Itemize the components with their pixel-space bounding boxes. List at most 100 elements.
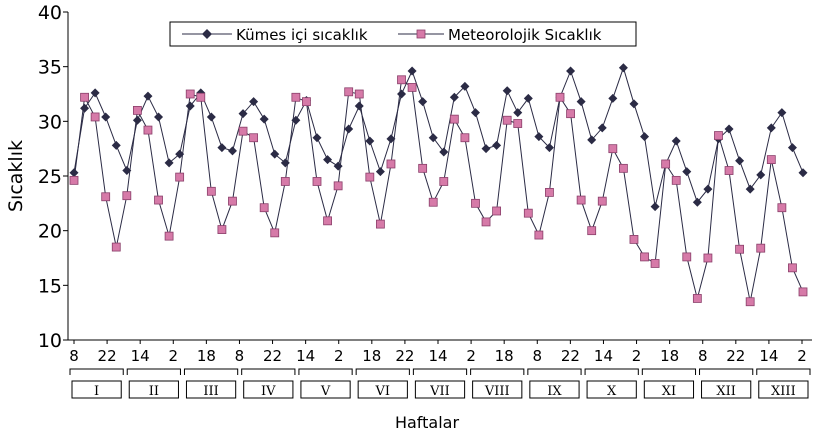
data-point (154, 112, 164, 122)
x-tick-label: 18 (495, 347, 514, 365)
data-point (69, 168, 79, 178)
data-point (280, 177, 290, 186)
week-bracket (355, 368, 410, 375)
data-point (143, 125, 153, 135)
data-point (766, 123, 776, 133)
y-ticks: 10 15 20 25 30 35 40 (38, 2, 68, 352)
data-point (513, 108, 523, 118)
data-point (80, 103, 90, 113)
y-tick-label: 30 (38, 111, 62, 133)
x-tick-label: 18 (197, 347, 216, 365)
data-point (365, 136, 375, 146)
week-bracket (126, 368, 181, 375)
legend-marker-meteorolojik (416, 29, 426, 39)
data-point (90, 112, 100, 122)
data-point (386, 159, 396, 169)
x-tick-label: 14 (428, 347, 447, 365)
data-point (534, 230, 544, 240)
data-point (270, 228, 280, 238)
week-box (758, 380, 809, 399)
data-point (407, 66, 417, 76)
data-point (523, 208, 533, 218)
week-box (243, 380, 294, 399)
week-box (586, 380, 637, 399)
data-point (111, 242, 121, 252)
data-point (217, 143, 227, 153)
data-point (227, 146, 237, 156)
data-point (766, 155, 776, 165)
data-point (481, 217, 491, 227)
data-point (238, 109, 248, 119)
x-tick-label: 22 (98, 347, 117, 365)
week-label: V (320, 384, 331, 399)
data-point (777, 108, 787, 118)
data-point (375, 167, 385, 177)
data-point (798, 287, 808, 297)
series-0 (69, 63, 808, 212)
week-box (185, 380, 237, 399)
week-label: I (94, 384, 99, 399)
data-point (534, 132, 544, 142)
data-point (566, 66, 576, 76)
data-point (344, 87, 354, 97)
data-point (397, 89, 407, 99)
x-tick-label: 14 (759, 347, 778, 365)
data-point (460, 133, 470, 143)
data-point (249, 133, 259, 143)
x-tick-label: 2 (334, 347, 344, 365)
data-point (439, 147, 449, 157)
data-point (692, 294, 702, 303)
x-tick-label: 8 (235, 347, 245, 365)
data-point (608, 93, 618, 103)
data-point (132, 115, 142, 125)
data-point (597, 123, 607, 133)
data-point (249, 97, 259, 107)
data-point (735, 156, 745, 166)
series-line (73, 78, 804, 302)
data-point (323, 155, 333, 165)
data-point (196, 92, 206, 102)
y-tick-label: 35 (38, 57, 62, 79)
data-point (217, 225, 227, 234)
week-box (300, 380, 351, 399)
data-point (428, 197, 438, 207)
x-tick-label: 8 (532, 347, 542, 365)
week-bracket (756, 368, 811, 375)
data-point (418, 163, 428, 173)
series-1 (69, 75, 808, 307)
data-point (502, 115, 512, 125)
week-label: II (149, 384, 159, 399)
week-label: XI (662, 384, 676, 399)
x-tick-label: 22 (395, 347, 414, 365)
x-tick-label: 2 (632, 347, 642, 365)
data-point (745, 297, 755, 307)
data-point (724, 166, 734, 175)
y-tick-label: 40 (38, 2, 62, 24)
week-label: III (203, 384, 218, 399)
legend-label-meteorolojik: Meteorolojik Sıcaklık (448, 26, 602, 44)
data-point (523, 93, 533, 103)
data-point (513, 119, 523, 128)
x-tick-label: 8 (69, 347, 79, 365)
week-label: VI (375, 384, 391, 399)
week-label: X (607, 384, 617, 399)
week-box (701, 380, 752, 399)
data-point (439, 177, 449, 186)
week-label: XII (716, 384, 736, 399)
data-point (787, 143, 797, 153)
data-point (692, 197, 702, 207)
data-point (587, 226, 597, 236)
data-point (618, 163, 628, 173)
data-point (471, 198, 480, 208)
data-point (640, 132, 650, 142)
week-box (357, 380, 408, 399)
x-tick-label: 2 (466, 347, 476, 365)
data-point (661, 159, 671, 169)
data-point (777, 203, 787, 213)
data-point (228, 196, 237, 206)
data-point (101, 112, 111, 122)
legend-label-kumes: Kümes içi sıcaklık (236, 26, 368, 44)
x-tick-label: 2 (797, 347, 807, 365)
week-bracket (470, 368, 525, 375)
